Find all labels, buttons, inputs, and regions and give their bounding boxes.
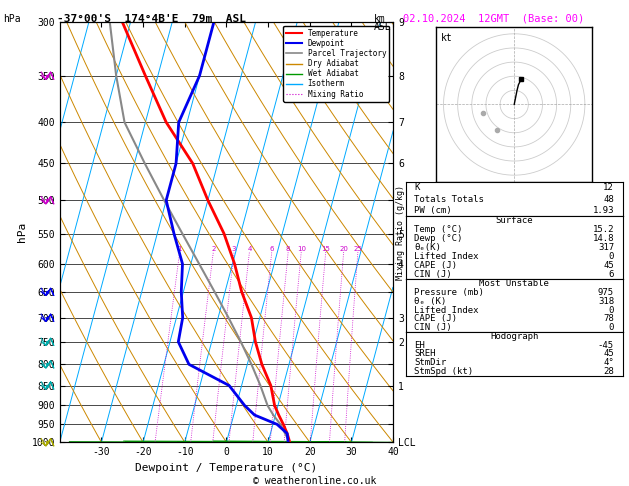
Text: 12: 12 xyxy=(603,183,614,192)
Text: 45: 45 xyxy=(603,261,614,270)
Text: 1.93: 1.93 xyxy=(593,206,614,215)
Text: ASL: ASL xyxy=(374,22,392,32)
Text: EH: EH xyxy=(415,341,425,349)
Text: © weatheronline.co.uk: © weatheronline.co.uk xyxy=(253,476,376,486)
Text: CIN (J): CIN (J) xyxy=(415,323,452,332)
Text: StmSpd (kt): StmSpd (kt) xyxy=(415,367,474,376)
Text: 8: 8 xyxy=(286,246,291,252)
Text: -45: -45 xyxy=(598,341,614,349)
Text: hPa: hPa xyxy=(17,222,27,242)
Text: 25: 25 xyxy=(353,246,362,252)
Text: -37°00'S  174°4B'E  79m  ASL: -37°00'S 174°4B'E 79m ASL xyxy=(57,14,245,24)
Text: θₑ (K): θₑ (K) xyxy=(415,297,447,306)
Text: 15: 15 xyxy=(321,246,330,252)
Text: Surface: Surface xyxy=(496,216,533,226)
Text: CAPE (J): CAPE (J) xyxy=(415,261,457,270)
Text: CIN (J): CIN (J) xyxy=(415,270,452,279)
Text: km: km xyxy=(374,14,386,24)
Text: 4: 4 xyxy=(247,246,252,252)
Text: 28: 28 xyxy=(603,367,614,376)
Text: Pressure (mb): Pressure (mb) xyxy=(415,288,484,297)
Text: 3: 3 xyxy=(232,246,237,252)
Text: 1: 1 xyxy=(177,246,182,252)
Text: 0: 0 xyxy=(609,252,614,261)
Text: Dewp (°C): Dewp (°C) xyxy=(415,234,463,243)
Text: Totals Totals: Totals Totals xyxy=(415,195,484,204)
Text: K: K xyxy=(415,183,420,192)
Text: Most Unstable: Most Unstable xyxy=(479,279,549,288)
Text: Lifted Index: Lifted Index xyxy=(415,306,479,314)
Text: 0: 0 xyxy=(609,306,614,314)
Text: 78: 78 xyxy=(603,314,614,323)
Text: Temp (°C): Temp (°C) xyxy=(415,226,463,234)
Text: PW (cm): PW (cm) xyxy=(415,206,452,215)
Text: 0: 0 xyxy=(609,323,614,332)
Text: 317: 317 xyxy=(598,243,614,252)
Text: StmDir: StmDir xyxy=(415,358,447,367)
Text: 2: 2 xyxy=(211,246,216,252)
Text: 15.2: 15.2 xyxy=(593,226,614,234)
Text: CAPE (J): CAPE (J) xyxy=(415,314,457,323)
Text: 48: 48 xyxy=(603,195,614,204)
Text: 10: 10 xyxy=(297,246,306,252)
Text: 6: 6 xyxy=(269,246,274,252)
Text: 02.10.2024  12GMT  (Base: 00): 02.10.2024 12GMT (Base: 00) xyxy=(403,14,584,24)
Text: θₑ(K): θₑ(K) xyxy=(415,243,442,252)
Text: 6: 6 xyxy=(609,270,614,279)
Text: 14.8: 14.8 xyxy=(593,234,614,243)
Text: Mixing Ratio (g/kg): Mixing Ratio (g/kg) xyxy=(396,185,405,279)
Text: 4°: 4° xyxy=(603,358,614,367)
Text: 975: 975 xyxy=(598,288,614,297)
Text: 45: 45 xyxy=(603,349,614,358)
X-axis label: Dewpoint / Temperature (°C): Dewpoint / Temperature (°C) xyxy=(135,463,318,473)
Legend: Temperature, Dewpoint, Parcel Trajectory, Dry Adiabat, Wet Adiabat, Isotherm, Mi: Temperature, Dewpoint, Parcel Trajectory… xyxy=(283,26,389,102)
Text: SREH: SREH xyxy=(415,349,436,358)
Text: 20: 20 xyxy=(339,246,348,252)
Text: Lifted Index: Lifted Index xyxy=(415,252,479,261)
Text: hPa: hPa xyxy=(3,14,21,24)
Text: kt: kt xyxy=(441,33,453,43)
Text: Hodograph: Hodograph xyxy=(490,332,538,341)
Text: 318: 318 xyxy=(598,297,614,306)
